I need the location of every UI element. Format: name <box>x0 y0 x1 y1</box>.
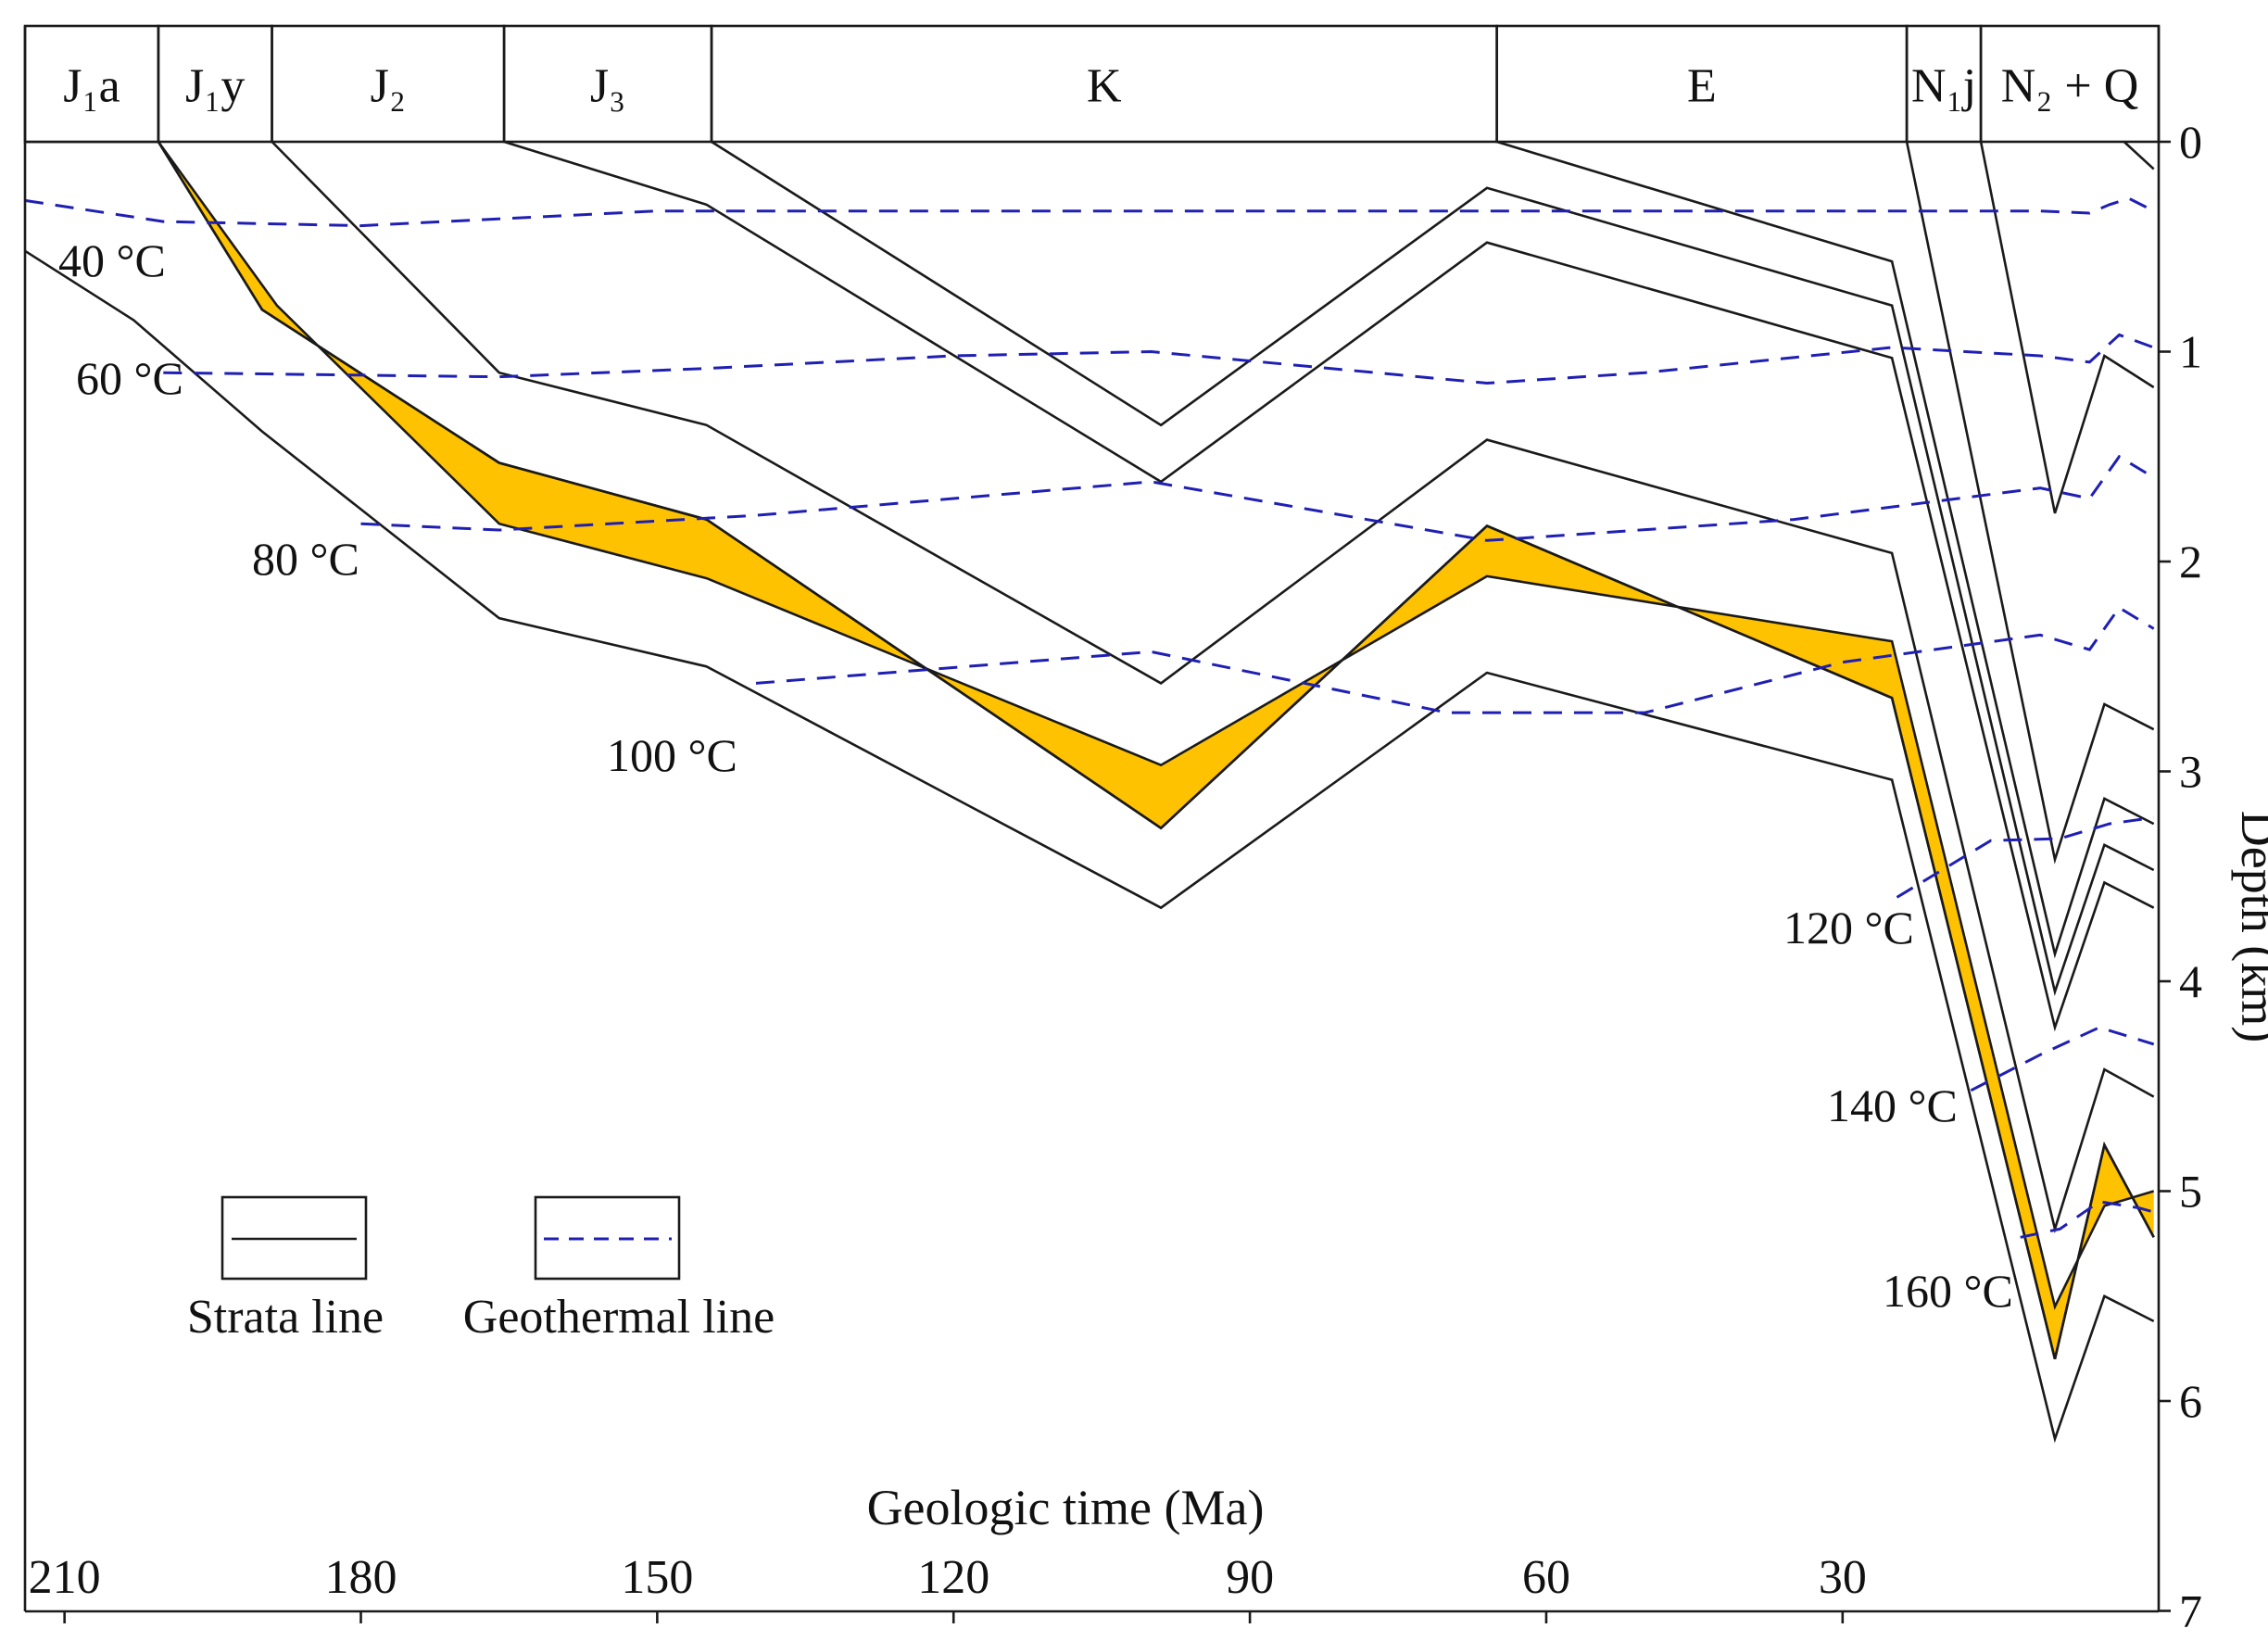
strata-line-10 <box>1979 141 2155 514</box>
x-tick-label: 60 <box>1522 1551 1570 1604</box>
period-label-7: N₁j <box>1911 60 1976 113</box>
geothermal-line-5 <box>1896 815 2154 899</box>
target-layer-polygon <box>25 142 2154 1359</box>
geothermal-line-3 <box>360 454 2155 542</box>
period-label-3: J₂ <box>371 60 406 113</box>
x-tick-label: 30 <box>1819 1551 1867 1604</box>
y-axis-ticks: 0 1 2 3 4 5 6 7 <box>2159 116 2202 1637</box>
period-label-2: J₁y <box>185 60 245 113</box>
isotherm-label-40: 40 °C <box>58 234 166 286</box>
isotherm-label-120: 120 °C <box>1783 902 1914 953</box>
period-header: J₁a J₁y J₂ J₃ K E N₁j N₂ + Q <box>23 24 2161 144</box>
period-label-6: E <box>1687 60 1717 113</box>
x-tick-label: 90 <box>1226 1551 1274 1604</box>
isotherm-label-140: 140 °C <box>1827 1079 1958 1131</box>
period-label-8: N₂ + Q <box>2001 60 2139 113</box>
strata-line-1 <box>24 249 2155 1444</box>
isotherm-label-60: 60 °C <box>76 352 183 404</box>
geothermal-line-6 <box>1970 1026 2155 1092</box>
y-tick-label: 2 <box>2179 536 2202 587</box>
period-header-background <box>25 26 2159 142</box>
geothermal-line-4 <box>755 605 2155 714</box>
legend-strata-swatch <box>220 1195 368 1281</box>
y-tick-label: 4 <box>2179 955 2202 1007</box>
isotherm-label-160: 160 °C <box>1883 1265 2013 1317</box>
strata-line-11 <box>2123 141 2155 170</box>
y-tick-label: 5 <box>2179 1166 2202 1218</box>
geothermal-line-1 <box>24 196 2155 228</box>
period-label-1: J₁a <box>63 60 120 113</box>
isotherm-label-80: 80 °C <box>252 533 359 585</box>
x-tick-label: 180 <box>325 1551 397 1604</box>
period-label-4: J₃ <box>590 60 625 113</box>
geothermal-lines <box>24 196 2155 1239</box>
legend-geothermal-swatch <box>534 1195 681 1281</box>
isotherm-label-100: 100 °C <box>607 729 737 781</box>
strata-line-9 <box>1905 141 2155 865</box>
x-tick-label: 210 <box>29 1551 101 1604</box>
x-tick-label: 120 <box>917 1551 989 1604</box>
geothermal-line-2 <box>163 333 2155 385</box>
y-tick-label: 3 <box>2179 746 2202 798</box>
strata-line-5 <box>271 141 2155 1234</box>
legend-geothermal-label: Geothermal line <box>463 1291 775 1344</box>
strata-line-8 <box>1496 140 2155 959</box>
x-axis-title: Geologic time (Ma) <box>867 1480 1265 1535</box>
strata-line-7 <box>711 140 2155 997</box>
target-layer-fill <box>25 142 2154 1359</box>
isotherm-labels: 40 °C 60 °C 80 °C 100 °C 120 °C 140 °C 1… <box>58 234 2013 1317</box>
x-axis-ticks: 210 180 150 120 90 60 30 <box>29 1551 1867 1623</box>
y-tick-label: 0 <box>2179 116 2202 168</box>
strata-line-4 <box>157 141 2155 1310</box>
y-tick-label: 1 <box>2179 326 2202 378</box>
x-tick-label: 150 <box>621 1551 693 1604</box>
strata-line-3 <box>25 140 2155 1360</box>
strata-line-6 <box>503 140 2155 1032</box>
legend-strata-label: Strata line <box>187 1291 384 1344</box>
strata-lines <box>24 140 2155 1444</box>
geothermal-line-7 <box>2020 1200 2155 1239</box>
y-axis-title: Depth (km) <box>2231 811 2268 1042</box>
y-tick-label: 6 <box>2179 1375 2202 1427</box>
y-tick-label: 7 <box>2179 1585 2202 1637</box>
legend: Strata line Geothermal line <box>187 1195 775 1344</box>
period-label-5: K <box>1087 60 1122 113</box>
